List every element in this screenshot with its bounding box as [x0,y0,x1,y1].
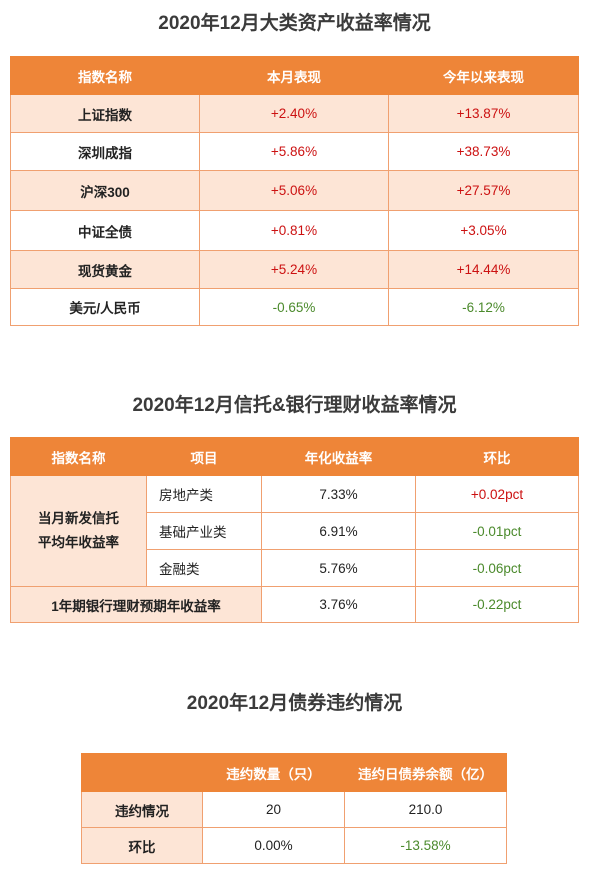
trust-returns-table: 指数名称 项目 年化收益率 环比 当月新发信托 平均年收益率 房地产类 7.33… [10,437,579,623]
ytd-return: +14.44% [388,250,579,289]
annual-rate: 6.91% [261,512,416,550]
ytd-return: +13.87% [388,94,579,133]
table-row: 沪深300 +5.06% +27.57% [10,170,579,211]
month-return: +5.06% [199,170,389,211]
index-name: 美元/人民币 [10,288,200,326]
section3-title: 2020年12月债券违约情况 [186,693,403,714]
mom-change: -0.06pct [415,549,579,587]
item-name: 金融类 [146,549,262,587]
index-name: 现货黄金 [10,250,200,289]
default-count: 20 [202,791,345,828]
default-count: 0.00% [202,827,345,864]
header-blank [81,753,203,792]
annual-rate: 3.76% [261,586,416,623]
month-return: +2.40% [199,94,389,133]
ytd-return: +3.05% [388,210,579,251]
index-name: 上证指数 [10,94,200,133]
table-row: 1年期银行理财预期年收益率 3.76% -0.22pct [10,586,579,623]
default-balance: 210.0 [344,791,507,828]
mom-change: +0.02pct [415,475,579,513]
header-item: 项目 [146,437,262,476]
month-return: +5.24% [199,250,389,289]
header-annual-rate: 年化收益率 [261,437,416,476]
header-default-balance: 违约日债券余额（亿） [344,753,507,792]
table-row: 现货黄金 +5.24% +14.44% [10,250,579,289]
header-month: 本月表现 [199,56,389,95]
index-name: 沪深300 [10,170,200,211]
table-row: 上证指数 +2.40% +13.87% [10,94,579,133]
section1-title: 2020年12月大类资产收益率情况 [158,13,431,34]
table-row: 基础产业类 6.91% -0.01pct [11,512,579,550]
section2-title: 2020年12月信托&银行理财收益率情况 [132,395,457,416]
asset-returns-table: 指数名称 本月表现 今年以来表现 上证指数 +2.40% +13.87% 深圳成… [10,56,579,326]
bank-row-label: 1年期银行理财预期年收益率 [10,586,262,623]
annual-rate: 5.76% [261,549,416,587]
annual-rate: 7.33% [261,475,416,513]
ytd-return: -6.12% [388,288,579,326]
header-default-count: 违约数量（只） [202,753,345,792]
table-row: 环比 0.00% -13.58% [81,827,507,864]
month-return: -0.65% [199,288,389,326]
table-row: 深圳成指 +5.86% +38.73% [10,132,579,171]
default-balance: -13.58% [344,827,507,864]
row-label: 违约情况 [81,791,203,828]
month-return: +0.81% [199,210,389,251]
table-row: 中证全债 +0.81% +3.05% [10,210,579,251]
table-row: 违约情况 20 210.0 [81,791,507,828]
ytd-return: +27.57% [388,170,579,211]
table-row: 美元/人民币 -0.65% -6.12% [10,288,579,326]
header-index-name: 指数名称 [10,56,200,95]
index-name: 深圳成指 [10,132,200,171]
header-index-name: 指数名称 [10,437,147,476]
header-ytd: 今年以来表现 [388,56,579,95]
index-name: 中证全债 [10,210,200,251]
item-name: 基础产业类 [146,512,262,550]
row-label: 环比 [81,827,203,864]
trust-group-label: 当月新发信托 平均年收益率 [10,475,147,587]
header-mom: 环比 [415,437,579,476]
table-row: 当月新发信托 平均年收益率 房地产类 7.33% +0.02pct [10,475,579,587]
table-row: 金融类 5.76% -0.06pct [11,549,579,587]
bond-default-table: 违约数量（只） 违约日债券余额（亿） 违约情况 20 210.0 环比 0.00… [81,753,507,864]
mom-change: -0.22pct [415,586,579,623]
mom-change: -0.01pct [415,512,579,550]
item-name: 房地产类 [146,475,262,513]
trust-group-label-line2: 平均年收益率 [38,535,119,550]
trust-group-label-line1: 当月新发信托 [38,511,119,526]
ytd-return: +38.73% [388,132,579,171]
month-return: +5.86% [199,132,389,171]
